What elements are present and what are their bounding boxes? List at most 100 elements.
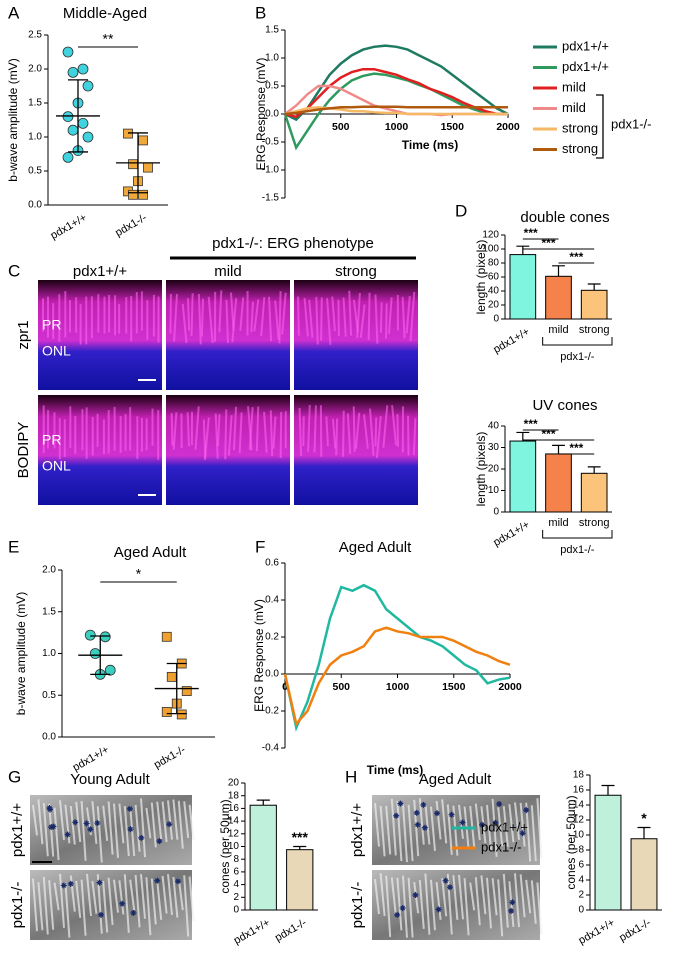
cone-marker bbox=[414, 821, 421, 828]
cone-marker bbox=[94, 820, 101, 827]
error-bar bbox=[256, 799, 270, 806]
cone-marker bbox=[96, 879, 103, 886]
y-tick-label: 0.0 bbox=[42, 732, 56, 743]
cell-streak bbox=[281, 292, 287, 335]
layer-label: PR bbox=[42, 432, 61, 448]
cell-streak bbox=[405, 295, 411, 334]
cell-streak bbox=[508, 804, 515, 843]
cell-streak bbox=[342, 410, 345, 457]
cone-marker bbox=[459, 819, 466, 826]
panel-label: D bbox=[455, 201, 467, 220]
cell-streak bbox=[188, 876, 195, 922]
x-tick-label: mild bbox=[548, 517, 568, 529]
cell-streak bbox=[140, 874, 146, 919]
cone-marker bbox=[126, 805, 133, 812]
cell-streak bbox=[474, 877, 481, 926]
data-point bbox=[62, 46, 74, 58]
cell-streak bbox=[497, 879, 504, 937]
data-point bbox=[77, 63, 89, 75]
cell-streak bbox=[32, 878, 38, 932]
cell-streak bbox=[530, 805, 537, 862]
cell-streak bbox=[102, 805, 109, 841]
panel-label: H bbox=[345, 767, 357, 786]
cone-marker bbox=[156, 838, 163, 845]
cell-streak bbox=[53, 807, 60, 861]
cell-streak bbox=[514, 802, 520, 840]
y-axis-label: cones (per 50μm) bbox=[218, 799, 232, 893]
cell-streak bbox=[75, 880, 82, 918]
cell-streak bbox=[145, 807, 152, 839]
cell-streak bbox=[401, 296, 406, 339]
cell-streak bbox=[263, 411, 268, 453]
significance-label: *** bbox=[569, 250, 583, 264]
cell-streak bbox=[469, 805, 476, 847]
row-label: pdx1+/+ bbox=[9, 803, 26, 857]
cell-streak bbox=[42, 802, 49, 857]
legend-group-label: pdx1-/- bbox=[611, 116, 651, 131]
error-bar bbox=[552, 444, 565, 454]
cone-marker bbox=[46, 804, 53, 811]
cell-streak bbox=[530, 880, 537, 924]
cell-streak bbox=[188, 804, 195, 841]
cell-streak bbox=[255, 406, 260, 452]
cone-marker bbox=[138, 834, 145, 841]
y-tick-label: 0.0 bbox=[265, 109, 279, 120]
error-bar bbox=[516, 431, 530, 442]
y-tick-label: 4 bbox=[233, 879, 239, 890]
cell-streak bbox=[446, 873, 453, 935]
cell-streak bbox=[430, 879, 436, 931]
cell-streak bbox=[225, 299, 229, 344]
cell-streak bbox=[435, 800, 442, 840]
cell-streak bbox=[390, 798, 397, 856]
cell-streak bbox=[227, 415, 233, 456]
y-axis-label: b-wave amplitude (mV) bbox=[6, 58, 20, 181]
cell-streak bbox=[418, 798, 425, 845]
y-tick-label: 0.5 bbox=[42, 690, 56, 701]
cell-streak bbox=[107, 877, 114, 926]
cell-streak bbox=[402, 804, 408, 863]
cell-streak bbox=[80, 801, 87, 861]
bar bbox=[545, 453, 572, 513]
cell-streak bbox=[64, 804, 71, 844]
bar bbox=[594, 794, 622, 911]
cell-streak bbox=[297, 296, 300, 336]
cone-marker bbox=[412, 892, 419, 899]
y-tick-label: 0.4 bbox=[265, 595, 279, 606]
x-tick-label: 0 bbox=[282, 681, 288, 693]
cell-streak bbox=[374, 417, 378, 447]
cone-marker bbox=[119, 900, 126, 907]
cell-streak bbox=[278, 291, 282, 344]
cell-streak bbox=[48, 803, 55, 857]
cell-streak bbox=[96, 806, 103, 863]
cell-streak bbox=[183, 875, 190, 937]
cell-streak bbox=[342, 297, 347, 337]
cone-marker bbox=[60, 882, 67, 889]
cell-streak bbox=[197, 293, 202, 345]
cell-streak bbox=[418, 880, 425, 929]
micrograph bbox=[166, 395, 290, 505]
x-tick-label: 1500 bbox=[442, 681, 466, 693]
cell-streak bbox=[177, 800, 184, 849]
data-point bbox=[104, 664, 116, 676]
cell-streak bbox=[48, 880, 55, 930]
cell-streak bbox=[64, 882, 71, 938]
significance-label: *** bbox=[541, 236, 555, 250]
cell-streak bbox=[458, 874, 464, 920]
image-title: Young Adult bbox=[70, 771, 150, 788]
y-tick-label: 0 bbox=[493, 507, 499, 518]
y-tick-label: 2.0 bbox=[42, 565, 56, 576]
error-bar bbox=[516, 245, 530, 255]
cell-streak bbox=[181, 303, 188, 344]
column-label: mild bbox=[214, 263, 242, 280]
cell-streak bbox=[140, 798, 146, 858]
bar bbox=[249, 804, 277, 911]
cell-streak bbox=[367, 292, 371, 340]
legend-label: pdx1+/+ bbox=[562, 38, 609, 53]
cell-streak bbox=[156, 801, 163, 840]
cell-streak bbox=[379, 302, 383, 333]
cell-streak bbox=[113, 803, 119, 858]
cell-streak bbox=[102, 881, 109, 933]
cell-streak bbox=[303, 297, 309, 337]
cell-streak bbox=[69, 805, 76, 845]
cell-streak bbox=[396, 800, 403, 862]
